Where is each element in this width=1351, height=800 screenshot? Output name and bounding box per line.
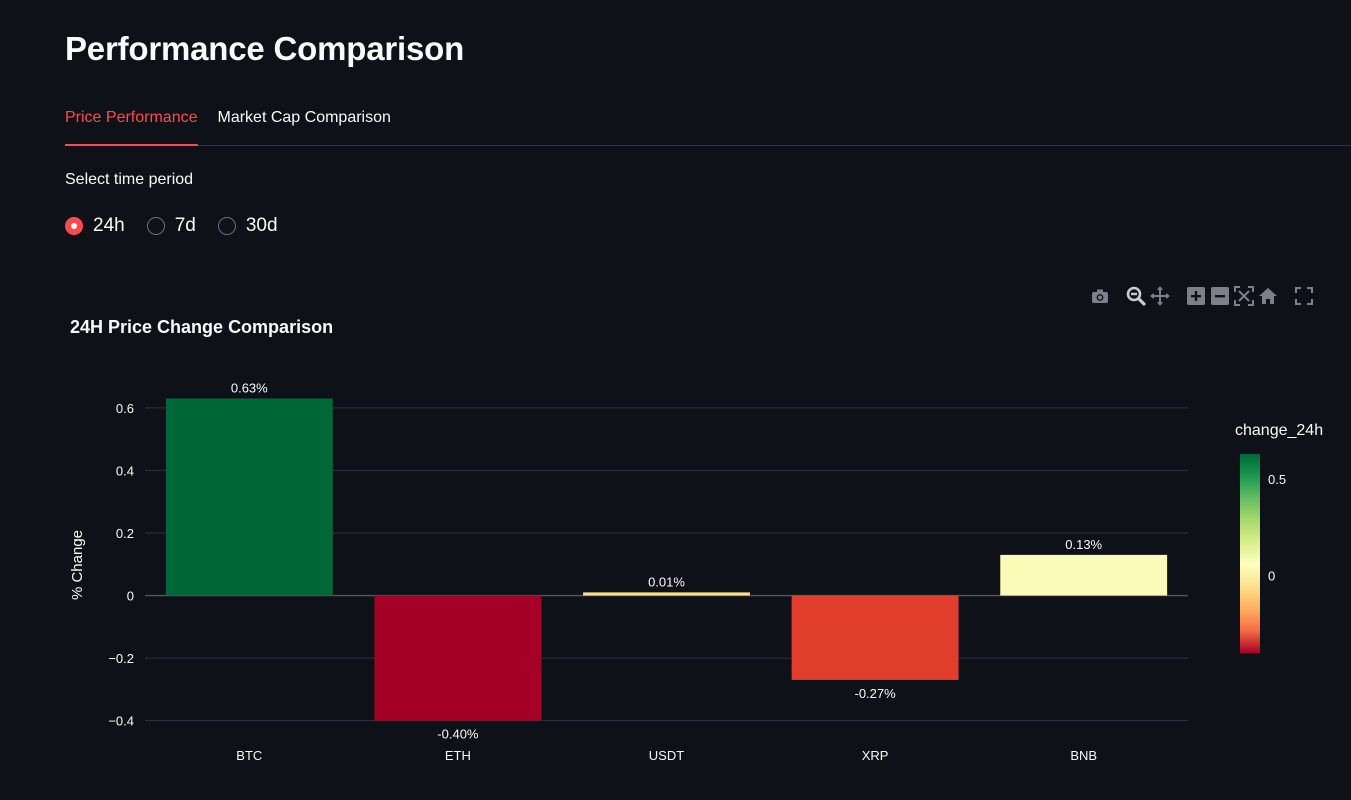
pan-icon[interactable] — [1148, 285, 1172, 307]
radio-option-30d[interactable]: 30d — [217, 215, 278, 237]
radio-label-30d: 30d — [245, 215, 278, 236]
zoom-in-icon[interactable] — [1184, 285, 1208, 307]
x-tick-label: BNB — [1070, 748, 1097, 763]
y-tick-label: −0.2 — [108, 651, 134, 666]
zoom-icon[interactable] — [1124, 285, 1148, 307]
radio-button-unchecked[interactable] — [146, 217, 165, 235]
tab-market-cap-comparison[interactable]: Market Cap Comparison — [217, 109, 391, 126]
radio-option-24h[interactable]: 24h — [65, 215, 125, 237]
y-tick-label: 0.4 — [116, 463, 134, 478]
bar-btc — [165, 398, 333, 596]
y-tick-label: −0.4 — [108, 714, 134, 729]
radio-button-checked[interactable] — [65, 217, 83, 235]
x-tick-label: USDT — [649, 748, 684, 763]
data-label: 0.01% — [648, 574, 685, 589]
colorbar-title: change_24h — [1235, 422, 1324, 439]
home-icon[interactable] — [1256, 285, 1280, 307]
chart-bars — [165, 398, 1168, 721]
y-axis-ticks: −0.4 −0.2 0 0.2 0.4 0.6 — [108, 401, 134, 729]
tab-bar: Price Performance Market Cap Comparison — [65, 106, 1351, 146]
colorbar-tick-label: 0.5 — [1268, 472, 1286, 487]
bar-xrp — [791, 595, 959, 680]
y-tick-label: 0.6 — [116, 401, 134, 416]
x-tick-label: ETH — [445, 748, 471, 763]
time-period-radio-group: 24h 7d 30d — [65, 215, 278, 237]
x-axis-ticks: BTC ETH USDT XRP BNB — [236, 748, 1097, 763]
data-label: 0.13% — [1065, 537, 1102, 552]
tab-price-performance[interactable]: Price Performance — [65, 106, 198, 146]
data-label: -0.27% — [854, 686, 896, 701]
colorbar-gradient — [1240, 454, 1260, 653]
colorbar: 00.5 — [1240, 454, 1286, 653]
x-tick-label: XRP — [862, 748, 889, 763]
y-tick-label: 0 — [127, 589, 134, 604]
autoscale-icon[interactable] — [1232, 285, 1256, 307]
x-tick-label: BTC — [236, 748, 262, 763]
chart-data-labels: 0.63% -0.40% 0.01% -0.27% 0.13% — [231, 381, 1103, 742]
radio-label-24h: 24h — [93, 215, 125, 236]
data-label: -0.40% — [437, 727, 479, 742]
time-period-caption: Select time period — [65, 171, 194, 188]
page-title: Performance Comparison — [65, 30, 465, 67]
colorbar-tick-label: 0 — [1268, 569, 1275, 584]
y-axis-title: % Change — [69, 530, 86, 600]
bar-bnb — [1000, 554, 1168, 596]
fullscreen-icon[interactable] — [1292, 285, 1316, 307]
bar-eth — [374, 595, 542, 721]
radio-label-7d: 7d — [174, 215, 196, 236]
y-tick-label: 0.2 — [116, 526, 134, 541]
radio-option-7d[interactable]: 7d — [146, 215, 196, 237]
radio-button-unchecked[interactable] — [217, 217, 236, 235]
data-label: 0.63% — [231, 381, 268, 396]
chart-modebar — [1088, 285, 1316, 307]
bar-usdt — [583, 592, 750, 596]
zoom-out-icon[interactable] — [1208, 285, 1232, 307]
chart-title: 24H Price Change Comparison — [70, 317, 334, 337]
camera-icon[interactable] — [1088, 285, 1112, 307]
